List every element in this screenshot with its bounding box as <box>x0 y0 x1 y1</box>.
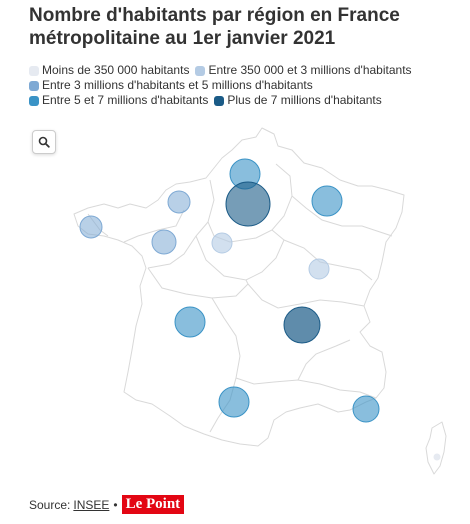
region-border <box>247 283 365 309</box>
region-border <box>123 209 185 243</box>
bubble-nouvelle-aquitaine[interactable] <box>174 306 206 338</box>
region-border <box>195 229 285 281</box>
map-search-button[interactable] <box>32 130 56 154</box>
chart-title: Nombre d'habitants par région en France … <box>29 5 400 49</box>
region-border <box>207 163 293 243</box>
legend-label: Entre 3 millions d'habitants et 5 millio… <box>42 78 313 92</box>
source-line: Source: INSEE • Le Point <box>29 495 185 514</box>
source-link-insee[interactable]: INSEE <box>73 497 110 512</box>
legend-swatch <box>29 80 39 91</box>
bubble-bourgogne-franche-comte[interactable] <box>308 258 330 280</box>
bubble-grand-est[interactable] <box>311 185 343 217</box>
legend-label: Moins de 350 000 habitants <box>42 63 190 77</box>
legend: Moins de 350 000 habitants Entre 350 000… <box>29 63 459 108</box>
bubble-corse[interactable] <box>433 453 441 461</box>
region-border <box>235 377 377 399</box>
legend-label: Entre 350 000 et 3 millions d'habitants <box>208 63 412 77</box>
bubble-auvergne-rhone-alpes[interactable] <box>283 306 321 344</box>
legend-swatch <box>29 95 39 106</box>
bubble-occitanie[interactable] <box>218 386 250 418</box>
legend-swatch <box>214 95 225 106</box>
bubble-centre-val-de-loire[interactable] <box>211 232 233 254</box>
bubble-pays-de-la-loire[interactable] <box>151 229 177 255</box>
region-border <box>283 239 373 281</box>
bubble-provence-alpes-cote-dazur[interactable] <box>352 395 380 423</box>
legend-item-lt-350k[interactable]: Moins de 350 000 habitants <box>29 63 189 78</box>
legend-label: Plus de 7 millions d'habitants <box>227 93 382 107</box>
corsica-outline <box>425 421 447 475</box>
source-prefix: Source: <box>29 497 71 512</box>
legend-item-3m-5m[interactable]: Entre 3 millions d'habitants et 5 millio… <box>29 78 313 93</box>
legend-swatch <box>195 65 206 76</box>
bubble-normandie[interactable] <box>167 190 191 214</box>
legend-label: Entre 5 et 7 millions d'habitants <box>42 93 209 107</box>
region-border <box>147 221 209 269</box>
bubble-bretagne[interactable] <box>79 215 103 239</box>
region-border <box>209 297 241 433</box>
source-separator: • <box>113 497 118 512</box>
bubble-ile-de-france[interactable] <box>225 181 271 227</box>
legend-swatch <box>29 65 39 76</box>
region-bubbles <box>79 158 441 461</box>
le-point-logo: Le Point <box>121 495 185 514</box>
search-icon <box>38 136 50 148</box>
region-border <box>291 195 393 237</box>
legend-item-350k-3m[interactable]: Entre 350 000 et 3 millions d'habitants <box>195 63 412 78</box>
region-border <box>297 339 351 381</box>
legend-item-gt-7m[interactable]: Plus de 7 millions d'habitants <box>214 93 382 108</box>
legend-item-5m-7m[interactable]: Entre 5 et 7 millions d'habitants <box>29 93 208 108</box>
